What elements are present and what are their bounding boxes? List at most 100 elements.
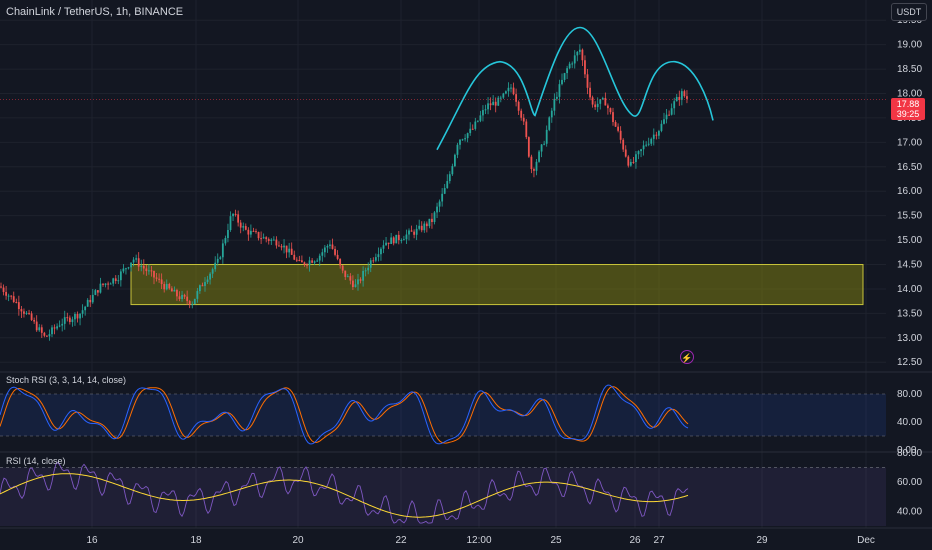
currency-button[interactable]: USDT: [891, 3, 927, 21]
rsi-tick-label: 40.00: [897, 506, 922, 517]
candle-body: [686, 96, 688, 99]
price-tick-label: 19.00: [897, 40, 922, 51]
price-axis[interactable]: 19.5019.0018.5018.0017.5017.0016.5016.00…: [897, 15, 922, 517]
candle-body: [145, 268, 148, 272]
candle-body: [272, 239, 275, 241]
candle-body: [479, 115, 482, 121]
candle-body: [517, 101, 520, 111]
stoch-rsi-pane[interactable]: [0, 384, 886, 445]
candle-body: [311, 260, 313, 263]
stoch-band: [0, 394, 886, 436]
candle-body: [438, 201, 441, 207]
time-tick-label: 18: [190, 535, 202, 546]
candle-body: [374, 257, 377, 261]
candle-body: [15, 302, 18, 304]
candle-body: [334, 248, 336, 255]
candle-body: [183, 294, 186, 297]
bar-countdown: 39:25: [896, 109, 920, 119]
candle-body: [61, 323, 64, 326]
time-tick-label: 16: [86, 535, 98, 546]
candle-body: [244, 226, 247, 230]
candle-body: [237, 214, 240, 223]
candle-body: [515, 94, 517, 102]
candle-body: [140, 265, 143, 267]
candle-body: [239, 222, 242, 228]
time-tick-label: 25: [550, 535, 562, 546]
candle-body: [530, 156, 533, 170]
candle-body: [204, 282, 206, 286]
candle-body: [665, 114, 668, 120]
candle-body: [160, 279, 163, 285]
candle-body: [63, 317, 66, 324]
candle-body: [247, 229, 250, 235]
candle-body: [104, 283, 107, 285]
candle-body: [629, 161, 632, 166]
rsi-tick-label: 80.00: [897, 448, 922, 459]
candle-body: [181, 294, 183, 300]
stoch-k-line: [0, 384, 689, 445]
candle-body: [127, 267, 130, 269]
candle-body: [76, 313, 79, 319]
lightning-icon[interactable]: ⚡: [680, 350, 694, 364]
candle-body: [566, 68, 568, 74]
support-zone-box: [130, 264, 864, 306]
candle-body: [461, 139, 464, 141]
candle-body: [609, 108, 612, 113]
candle-body: [48, 334, 51, 337]
candle-body: [135, 258, 138, 260]
candle-body: [107, 283, 109, 285]
candle-body: [446, 181, 449, 189]
candle-body: [5, 291, 7, 296]
candle-body: [596, 103, 599, 108]
candle-body: [109, 283, 112, 285]
candle-body: [303, 262, 306, 265]
candle-body: [94, 290, 97, 295]
price-tick-label: 18.00: [897, 89, 922, 100]
candle-body: [214, 262, 217, 270]
candle-body: [382, 245, 385, 249]
candle-body: [196, 291, 199, 299]
rsi-label[interactable]: RSI (14, close): [6, 456, 66, 466]
candle-body: [74, 313, 76, 320]
price-candles[interactable]: [0, 44, 688, 341]
candle-body: [68, 317, 71, 323]
candle-body: [362, 270, 364, 281]
candle-body: [280, 246, 283, 248]
candle-body: [170, 288, 173, 292]
time-axis[interactable]: 16 18 20 22 12:00 25 26 27 29 Dec: [86, 535, 874, 546]
candle-body: [306, 264, 308, 266]
candle-body: [459, 139, 461, 145]
candle-body: [558, 84, 561, 97]
candle-body: [221, 243, 224, 258]
candle-body: [56, 326, 58, 329]
candle-body: [640, 149, 642, 152]
candle-body: [288, 248, 291, 253]
candle-body: [364, 270, 367, 272]
candle-body: [568, 63, 571, 69]
stoch-tick-label: 80.00: [897, 389, 922, 400]
stoch-rsi-label[interactable]: Stoch RSI (3, 3, 14, 14, close): [6, 375, 127, 385]
candle-body: [433, 212, 436, 223]
rsi-line: [0, 461, 689, 524]
candle-body: [35, 321, 38, 331]
stoch-tick-label: 0.00: [897, 445, 917, 456]
candle-body: [494, 101, 497, 106]
candle-body: [601, 97, 604, 100]
symbol-title[interactable]: ChainLink / TetherUS, 1h, BINANCE: [6, 6, 184, 18]
candle-body: [341, 265, 344, 271]
head-and-shoulders-curve[interactable]: [436, 26, 714, 151]
candle-body: [413, 231, 415, 235]
rsi-tick-label: 60.00: [897, 477, 922, 488]
price-tick-label: 12.50: [897, 357, 922, 368]
candle-body: [331, 244, 334, 249]
price-tick-label: 15.00: [897, 235, 922, 246]
candle-body: [525, 121, 528, 138]
candle-body: [548, 117, 551, 130]
candle-body: [178, 296, 181, 300]
rsi-pane[interactable]: [0, 461, 886, 526]
candle-body: [581, 49, 584, 61]
candle-body: [188, 301, 191, 305]
candle-body: [117, 280, 120, 282]
candle-body: [186, 296, 189, 302]
